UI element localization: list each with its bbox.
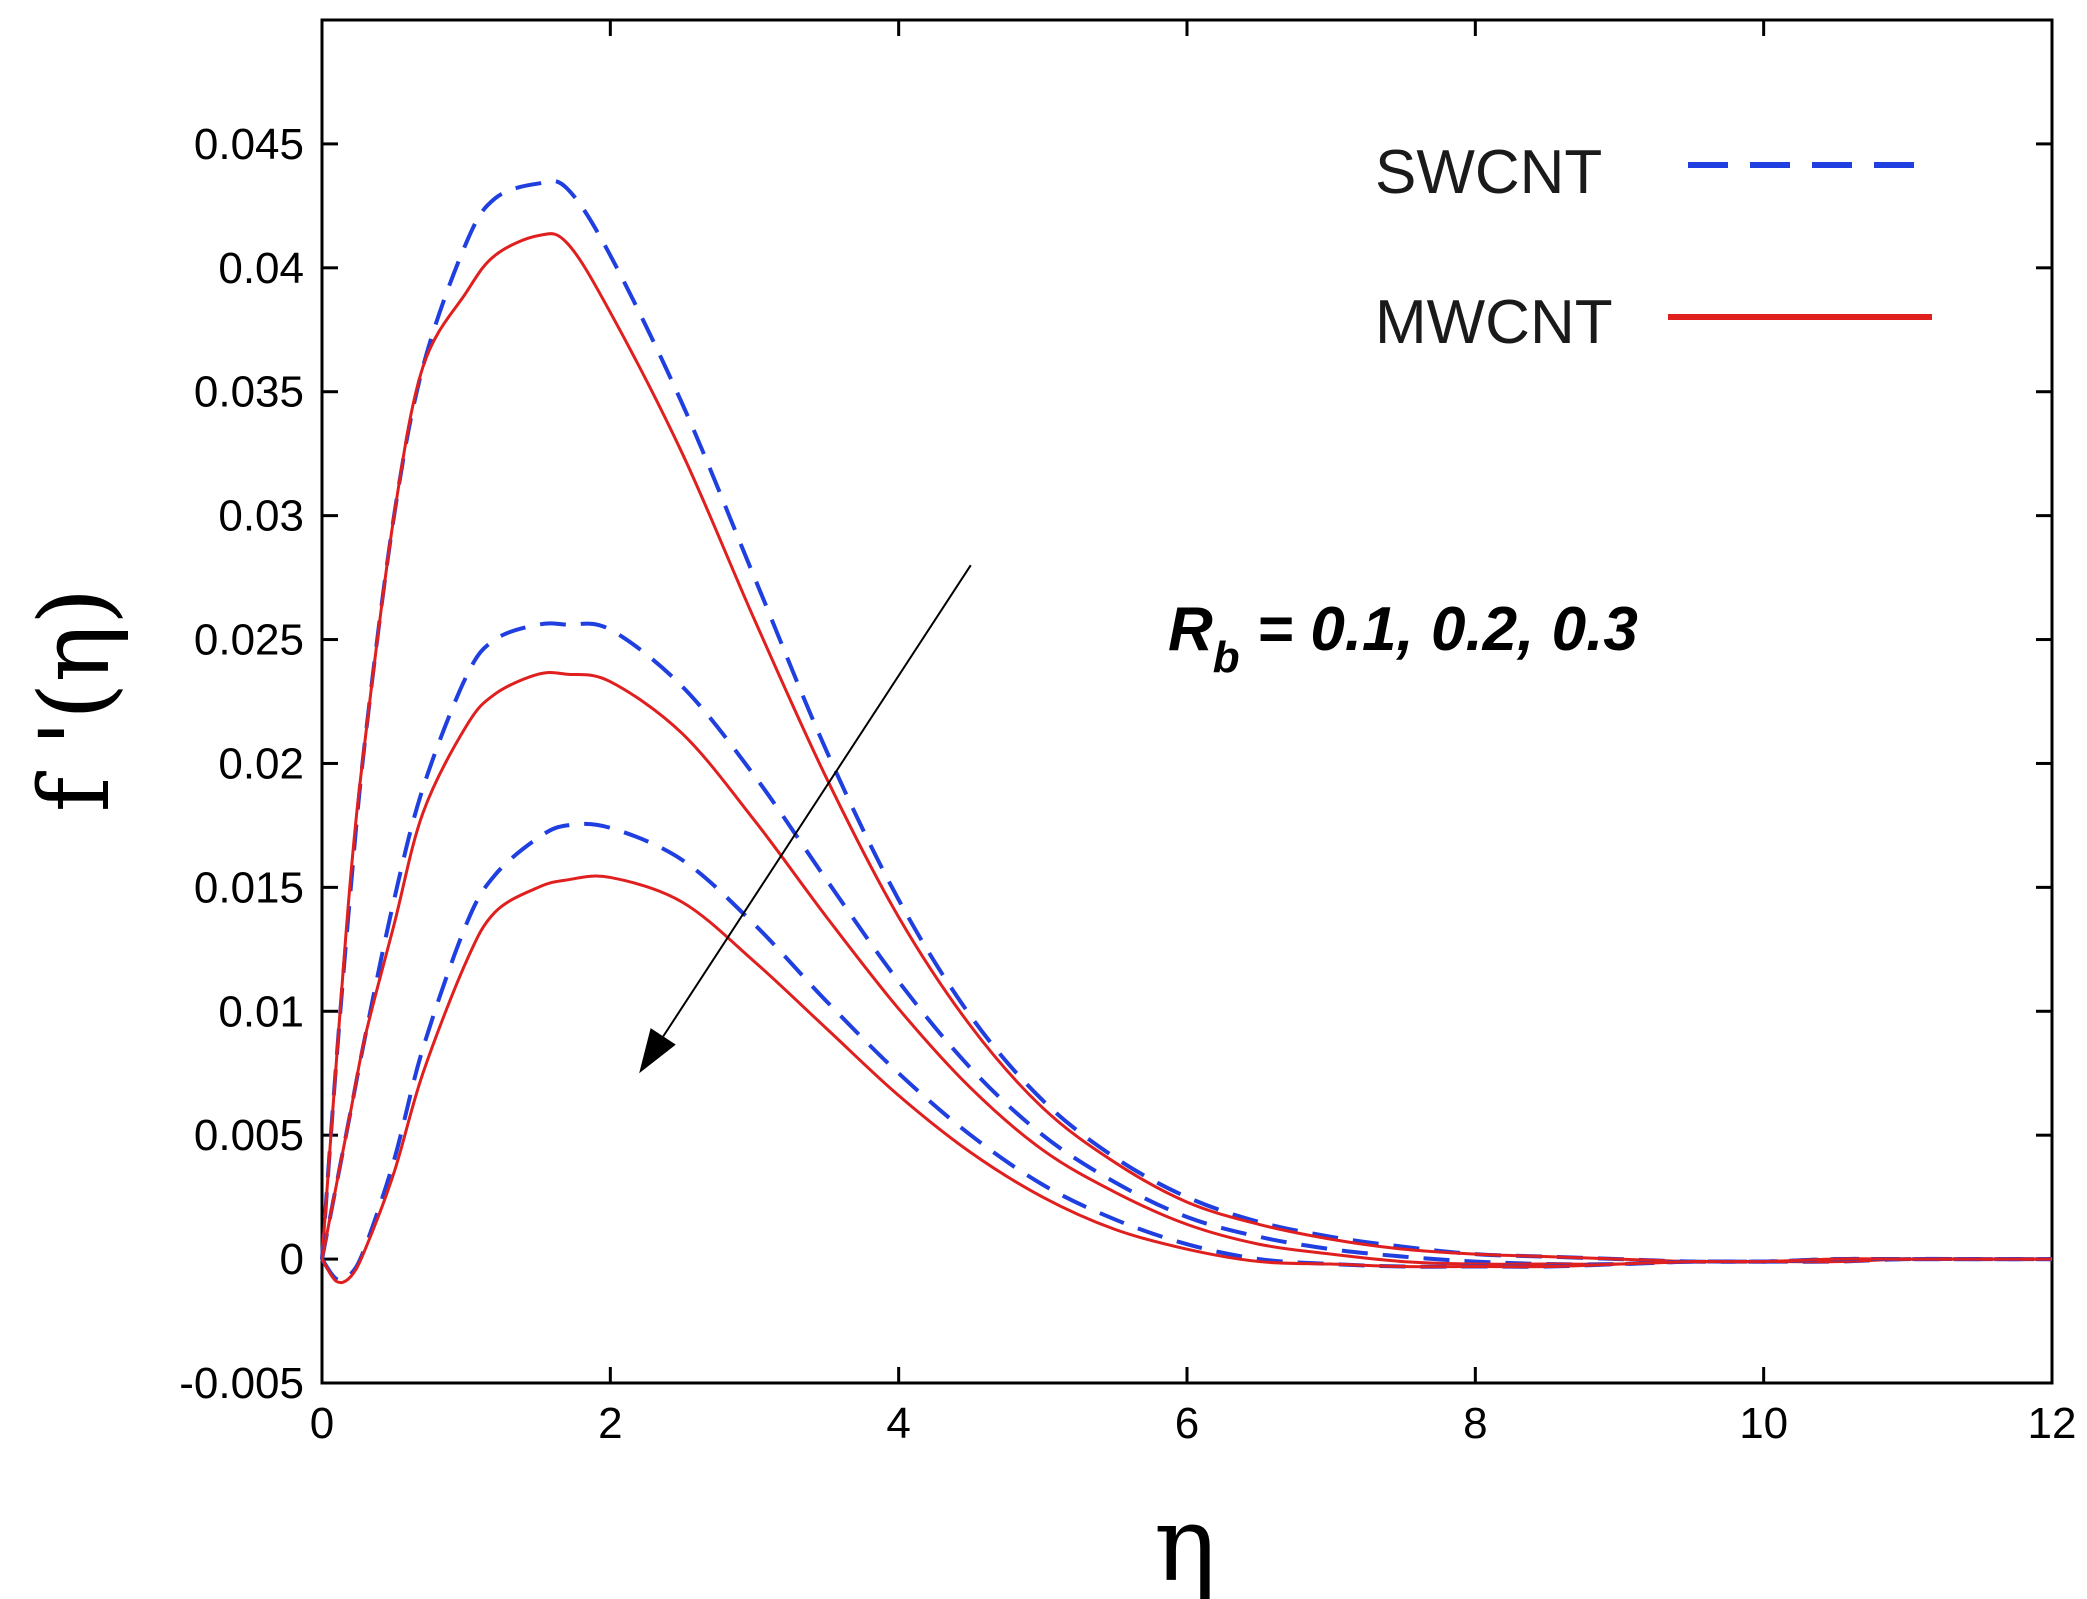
legend: SWCNT MWCNT bbox=[1375, 138, 1932, 357]
annotation-values: = 0.1, 0.2, 0.3 bbox=[1240, 595, 1638, 664]
x-tick-label: 4 bbox=[886, 1399, 910, 1448]
y-tick-label: -0.005 bbox=[179, 1359, 304, 1408]
series-line-1 bbox=[320, 232, 2052, 1264]
plot-frame bbox=[320, 18, 2054, 1385]
series-line-4 bbox=[320, 821, 2052, 1282]
y-tick-label: 0.03 bbox=[218, 492, 304, 541]
y-tick-label: 0.035 bbox=[194, 368, 304, 417]
legend-label-mwcnt: MWCNT bbox=[1375, 288, 1613, 357]
y-tick-label: 0.025 bbox=[194, 616, 304, 665]
y-axis-label: f '(η) bbox=[19, 588, 131, 813]
x-tick-label: 2 bbox=[598, 1399, 622, 1448]
annotation-arrow bbox=[662, 564, 972, 1037]
annotation-text: Rb = 0.1, 0.2, 0.3 bbox=[1168, 595, 1638, 682]
series-line-3 bbox=[320, 670, 2052, 1266]
series-line-5 bbox=[320, 874, 2052, 1285]
series-line-2 bbox=[320, 621, 2052, 1267]
series-line-0 bbox=[320, 178, 2052, 1264]
y-tick-label: 0.045 bbox=[194, 120, 304, 169]
legend-label-swcnt: SWCNT bbox=[1375, 138, 1602, 207]
x-tick-label: 10 bbox=[1739, 1399, 1788, 1448]
annotation: Rb = 0.1, 0.2, 0.3 bbox=[639, 564, 1638, 1074]
series-layer bbox=[320, 178, 2052, 1285]
x-axis-ticks: 0 2 4 6 8 10 12 bbox=[310, 20, 2077, 1448]
x-axis-label: η bbox=[1154, 1483, 1216, 1599]
x-tick-label: 6 bbox=[1175, 1399, 1199, 1448]
x-tick-label: 0 bbox=[310, 1399, 334, 1448]
y-tick-label: 0.005 bbox=[194, 1111, 304, 1160]
annotation-symbol: R bbox=[1168, 595, 1213, 664]
x-tick-label: 12 bbox=[2028, 1399, 2077, 1448]
y-tick-label: 0 bbox=[280, 1235, 304, 1284]
y-tick-label: 0.01 bbox=[218, 987, 304, 1036]
y-tick-label: 0.015 bbox=[194, 863, 304, 912]
y-tick-label: 0.02 bbox=[218, 739, 304, 788]
y-tick-label: 0.04 bbox=[218, 244, 304, 293]
annotation-subscript: b bbox=[1213, 633, 1240, 682]
y-axis-ticks: -0.005 0 0.005 0.01 0.015 0.02 0.025 0.03 0.035 0… bbox=[179, 120, 2052, 1408]
annotation-arrowhead bbox=[639, 1028, 676, 1074]
x-tick-label: 8 bbox=[1463, 1399, 1487, 1448]
